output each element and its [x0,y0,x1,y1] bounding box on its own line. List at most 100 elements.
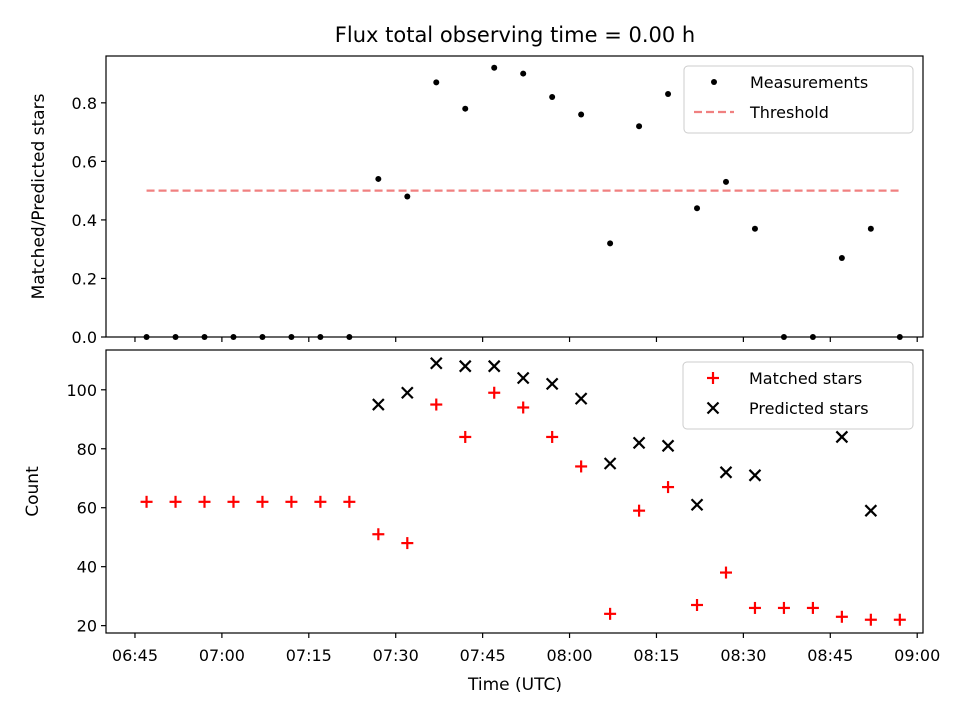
matched-stars-point [488,386,501,399]
matched-stars-point [517,401,530,414]
legend-matched-stars-swatch-point [707,372,719,384]
bottom-panel: 20 40 60 80 100 06:45 07:00 07:15 07:30 07:45 08:… [23,349,940,695]
top-legend: Measurements Threshold [683,65,914,134]
top-panel: 0.00.20.40.60.8 Matched/Predicted stars … [29,55,924,347]
predicted-stars-point [835,430,849,444]
x-tick-label: 07:15 [286,646,332,665]
matched-stars-point [748,601,761,614]
x-tick-label: 08:15 [633,646,679,665]
matched-stars-point [401,537,414,550]
x-tick-label: 08:30 [720,646,766,665]
measurements-point [665,91,672,98]
measurements-point [694,205,701,212]
legend-measurements-swatch-point [711,79,717,85]
measurements-point [636,123,643,130]
predicted-stars-point [458,359,472,373]
top-y-tick-label: 0.2 [72,269,97,288]
legend-matched-stars-label: Matched stars [749,369,862,388]
x-tick-label: 08:45 [807,646,853,665]
x-tick-label: 06:45 [112,646,158,665]
top-y-tick-label: 0.6 [72,152,97,171]
bottom-y-tick-label: 100 [66,381,97,400]
bottom-y-tick-label: 60 [77,499,97,518]
measurements-point [404,193,411,200]
bottom-plot-area [140,356,906,626]
matched-stars-point [893,613,906,626]
legend-box [683,65,914,134]
matched-stars-point [169,495,182,508]
matched-stars-point [662,481,675,494]
bottom-y-axis-label: Count [23,466,43,517]
matched-stars-point [372,528,385,541]
matched-stars-point [198,495,211,508]
matched-stars-point [691,598,704,611]
measurements-point [578,111,585,118]
predicted-stars-point [748,469,762,482]
x-tick-label: 07:45 [460,646,506,665]
matched-stars-point [430,398,443,411]
predicted-stars-point [545,377,559,391]
legend-predicted-stars-swatch-point [706,401,720,415]
measurements-point [462,105,469,112]
top-y-axis-label: Matched/Predicted stars [29,93,49,299]
matched-stars-point [806,601,819,614]
top-y-tick-label: 0.4 [72,211,97,230]
top-y-tick-label: 0.0 [72,328,97,347]
measurements-point [607,240,614,247]
measurements-point [751,225,758,232]
predicted-stars-point [487,359,501,373]
matched-stars-point [285,495,298,508]
bottom-y-tick-label: 40 [77,558,97,577]
matched-stars-point [604,607,617,620]
matched-stars-point [835,610,848,623]
bottom-axes-frame [105,349,924,634]
matched-stars-point [633,504,646,517]
legend-box [682,361,914,430]
measurements-point [433,79,440,86]
bottom-x-ticks: 06:45 07:00 07:15 07:30 07:45 08:00 08:15 08:30… [112,633,940,665]
x-axis-label: Time (UTC) [467,675,562,695]
matched-stars-point [140,495,153,508]
predicted-stars-point [632,436,646,450]
x-tick-label: 09:00 [894,646,940,665]
x-tick-label: 08:00 [546,646,592,665]
matched-stars-point [864,613,877,626]
predicted-stars-point [429,356,443,370]
top-axes-frame [105,55,924,338]
matched-stars-point [343,495,356,508]
predicted-stars-point [661,439,675,453]
bottom-y-tick-label: 20 [77,617,97,636]
measurements-point [549,93,556,100]
matched-stars-point [227,495,240,508]
matched-stars-point [719,566,732,579]
predicted-stars-point [719,466,733,479]
predicted-stars-point [372,398,385,411]
matched-stars-point [459,430,472,443]
predicted-stars-point [574,392,588,405]
matched-stars-point [546,430,559,443]
legend-measurements-label: Measurements [750,73,868,92]
chart-title: Flux total observing time = 0.00 h [335,23,695,47]
top-y-ticks: 0.0 0.2 0.4 0.6 0.8 [72,94,106,347]
bottom-legend: Matched stars Predicted stars [682,361,914,430]
bottom-y-ticks: 20 40 60 80 100 [66,381,106,636]
measurements-point [520,70,527,77]
matched-stars-point [777,601,790,614]
predicted-stars-point [516,371,530,385]
measurements-point [491,64,498,71]
predicted-stars-point [864,504,878,517]
measurements-point [722,178,729,185]
x-tick-label: 07:00 [199,646,245,665]
x-tick-label: 07:30 [373,646,419,665]
legend-threshold-label: Threshold [749,103,829,122]
top-y-tick-label: 0.8 [72,94,97,113]
predicted-stars-point [401,386,414,400]
matched-stars-point [575,460,588,473]
predicted-stars-point [603,457,617,470]
measurements-point [867,225,874,232]
bottom-y-tick-label: 80 [77,440,97,459]
measurements-point [375,175,382,182]
matched-stars-point [256,495,269,508]
legend-predicted-stars-label: Predicted stars [749,399,869,418]
